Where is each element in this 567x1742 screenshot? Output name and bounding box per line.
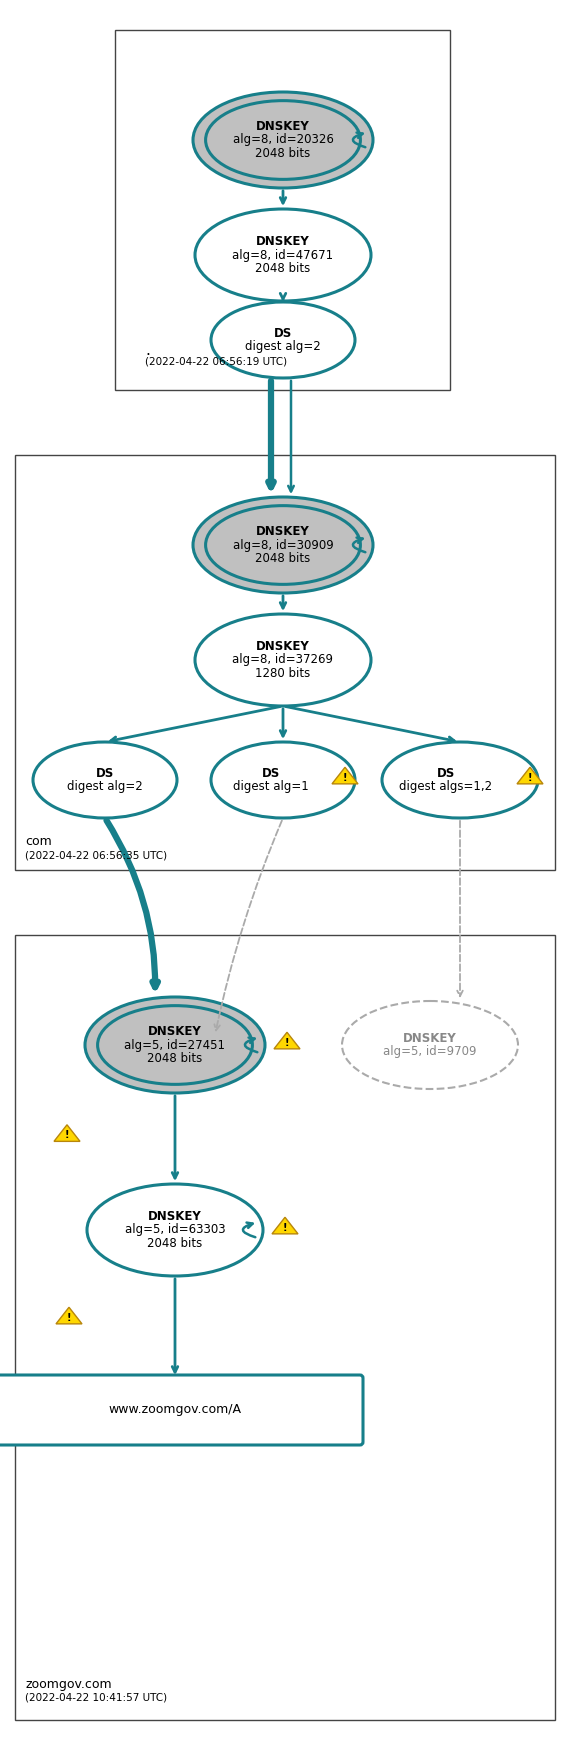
- Text: alg=8, id=47671: alg=8, id=47671: [232, 249, 333, 261]
- Text: DS: DS: [96, 766, 114, 780]
- Text: DNSKEY: DNSKEY: [256, 526, 310, 538]
- Ellipse shape: [382, 742, 538, 819]
- Text: 2048 bits: 2048 bits: [255, 552, 311, 564]
- Text: !: !: [283, 1223, 287, 1233]
- Text: zoomgov.com: zoomgov.com: [25, 1678, 112, 1691]
- Text: 2048 bits: 2048 bits: [255, 146, 311, 160]
- Ellipse shape: [206, 101, 361, 179]
- Ellipse shape: [85, 996, 265, 1092]
- Polygon shape: [517, 766, 543, 784]
- Text: (2022-04-22 10:41:57 UTC): (2022-04-22 10:41:57 UTC): [25, 1691, 167, 1702]
- Text: DNSKEY: DNSKEY: [256, 235, 310, 249]
- Polygon shape: [332, 766, 358, 784]
- Text: DNSKEY: DNSKEY: [148, 1211, 202, 1223]
- Text: www.zoomgov.com/A: www.zoomgov.com/A: [108, 1404, 242, 1416]
- Text: DNSKEY: DNSKEY: [403, 1031, 457, 1045]
- Text: 2048 bits: 2048 bits: [147, 1237, 202, 1249]
- Bar: [15, 455, 555, 869]
- Ellipse shape: [193, 496, 373, 592]
- Polygon shape: [274, 1033, 300, 1049]
- Text: alg=8, id=30909: alg=8, id=30909: [232, 538, 333, 552]
- Text: .: .: [145, 343, 150, 359]
- Ellipse shape: [195, 613, 371, 706]
- Text: alg=5, id=63303: alg=5, id=63303: [125, 1223, 225, 1237]
- Ellipse shape: [211, 301, 355, 378]
- Bar: [115, 30, 450, 390]
- Text: alg=8, id=20326: alg=8, id=20326: [232, 134, 333, 146]
- Text: (2022-04-22 06:56:19 UTC): (2022-04-22 06:56:19 UTC): [145, 357, 287, 368]
- Text: alg=8, id=37269: alg=8, id=37269: [232, 653, 333, 667]
- Text: digest algs=1,2: digest algs=1,2: [399, 780, 493, 793]
- Text: !: !: [65, 1131, 69, 1139]
- Text: (2022-04-22 06:56:35 UTC): (2022-04-22 06:56:35 UTC): [25, 850, 167, 861]
- Ellipse shape: [211, 742, 355, 819]
- Text: DS: DS: [274, 327, 292, 340]
- Text: !: !: [528, 772, 532, 782]
- Text: DS: DS: [262, 766, 280, 780]
- FancyBboxPatch shape: [0, 1374, 363, 1446]
- Text: 2048 bits: 2048 bits: [255, 261, 311, 275]
- Text: DNSKEY: DNSKEY: [256, 641, 310, 653]
- Text: DNSKEY: DNSKEY: [148, 1026, 202, 1038]
- Text: digest alg=2: digest alg=2: [67, 780, 143, 793]
- Ellipse shape: [87, 1185, 263, 1275]
- Text: 1280 bits: 1280 bits: [255, 667, 311, 679]
- Ellipse shape: [206, 505, 361, 584]
- Text: DS: DS: [437, 766, 455, 780]
- Ellipse shape: [195, 209, 371, 301]
- Polygon shape: [54, 1125, 80, 1141]
- Text: !: !: [285, 1038, 289, 1047]
- Bar: [15, 935, 555, 1719]
- Ellipse shape: [193, 92, 373, 188]
- Text: alg=5, id=27451: alg=5, id=27451: [125, 1038, 226, 1052]
- Ellipse shape: [342, 1002, 518, 1089]
- Text: !: !: [342, 772, 347, 782]
- Ellipse shape: [98, 1005, 252, 1084]
- Text: 2048 bits: 2048 bits: [147, 1052, 202, 1064]
- Text: digest alg=2: digest alg=2: [245, 340, 321, 354]
- Polygon shape: [56, 1306, 82, 1324]
- Ellipse shape: [33, 742, 177, 819]
- Text: digest alg=1: digest alg=1: [233, 780, 309, 793]
- Text: !: !: [67, 1312, 71, 1322]
- Text: com: com: [25, 834, 52, 848]
- Polygon shape: [272, 1218, 298, 1233]
- Text: alg=5, id=9709: alg=5, id=9709: [383, 1045, 477, 1057]
- Text: DNSKEY: DNSKEY: [256, 120, 310, 134]
